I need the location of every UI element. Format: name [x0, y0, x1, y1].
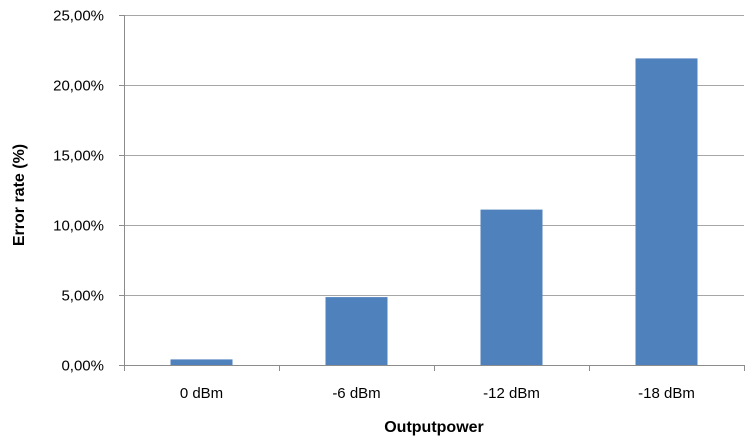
bar: [170, 359, 233, 365]
y-tick-label: 0,00%: [61, 358, 104, 375]
y-tick-label: 25,00%: [53, 8, 104, 25]
y-tick-label: 15,00%: [53, 148, 104, 165]
x-tick-label: -12 dBm: [483, 385, 540, 402]
x-tick-labels: 0 dBm -6 dBm -12 dBm -18 dBm: [180, 385, 695, 402]
x-tick-label: 0 dBm: [180, 385, 223, 402]
x-tick-label: -6 dBm: [332, 385, 380, 402]
x-axis-title: Outputpower: [384, 419, 484, 436]
bar: [480, 209, 543, 365]
y-tick-label: 10,00%: [53, 218, 104, 235]
bars: [170, 58, 698, 366]
bar: [635, 58, 698, 366]
axes: [124, 15, 745, 371]
x-tick-label: -18 dBm: [638, 385, 695, 402]
y-tick-label: 5,00%: [61, 288, 104, 305]
y-tick-label: 20,00%: [53, 78, 104, 95]
bar: [325, 297, 388, 365]
y-tick-labels: 0,00% 5,00% 10,00% 15,00% 20,00% 25,00%: [53, 8, 124, 375]
y-axis-title: Error rate (%): [11, 144, 28, 246]
